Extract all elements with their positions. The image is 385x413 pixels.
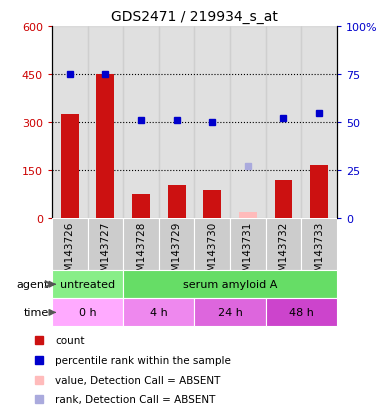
- Text: GSM143727: GSM143727: [100, 221, 110, 285]
- Text: time: time: [24, 308, 49, 318]
- Bar: [52, 271, 123, 299]
- Bar: [159, 219, 194, 271]
- Bar: [230, 27, 266, 219]
- Bar: [266, 299, 337, 327]
- Text: 24 h: 24 h: [218, 308, 243, 318]
- Bar: [275, 180, 292, 219]
- Text: 0 h: 0 h: [79, 308, 96, 318]
- Text: GSM143726: GSM143726: [65, 221, 75, 285]
- Bar: [52, 299, 123, 327]
- Bar: [239, 212, 257, 219]
- Bar: [194, 299, 266, 327]
- Bar: [301, 27, 337, 219]
- Text: GSM143728: GSM143728: [136, 221, 146, 285]
- Bar: [132, 195, 150, 219]
- Text: 4 h: 4 h: [150, 308, 168, 318]
- Bar: [97, 75, 114, 219]
- Bar: [301, 219, 337, 271]
- Bar: [123, 27, 159, 219]
- Bar: [159, 27, 194, 219]
- Text: percentile rank within the sample: percentile rank within the sample: [55, 355, 231, 365]
- Text: GSM143731: GSM143731: [243, 221, 253, 285]
- Bar: [266, 219, 301, 271]
- Text: GSM143730: GSM143730: [207, 221, 217, 285]
- Bar: [310, 166, 328, 219]
- Text: value, Detection Call = ABSENT: value, Detection Call = ABSENT: [55, 375, 221, 385]
- Bar: [88, 219, 123, 271]
- Bar: [168, 185, 186, 219]
- Bar: [230, 219, 266, 271]
- Text: count: count: [55, 336, 85, 346]
- Bar: [52, 219, 88, 271]
- Text: rank, Detection Call = ABSENT: rank, Detection Call = ABSENT: [55, 394, 216, 404]
- Text: untreated: untreated: [60, 280, 115, 290]
- Text: GSM143732: GSM143732: [278, 221, 288, 285]
- Bar: [123, 219, 159, 271]
- Text: agent: agent: [17, 280, 49, 290]
- Bar: [123, 299, 194, 327]
- Bar: [266, 27, 301, 219]
- Bar: [52, 27, 88, 219]
- Text: 48 h: 48 h: [289, 308, 314, 318]
- Bar: [194, 27, 230, 219]
- Bar: [123, 271, 337, 299]
- Text: GSM143729: GSM143729: [172, 221, 182, 285]
- Bar: [88, 27, 123, 219]
- Text: serum amyloid A: serum amyloid A: [183, 280, 277, 290]
- Bar: [61, 115, 79, 219]
- Text: GSM143733: GSM143733: [314, 221, 324, 285]
- Title: GDS2471 / 219934_s_at: GDS2471 / 219934_s_at: [111, 10, 278, 24]
- Bar: [194, 219, 230, 271]
- Bar: [203, 190, 221, 219]
